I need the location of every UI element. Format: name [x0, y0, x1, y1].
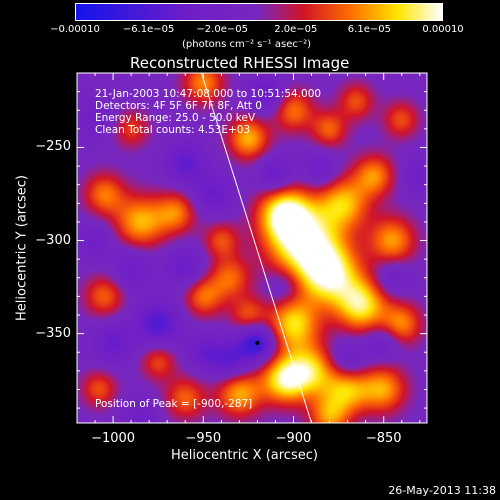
colorbar [75, 3, 443, 21]
detectors-info: Detectors: 4F 5F 6F 7F 8F, Att 0 [95, 100, 262, 112]
total-counts: Clean Total counts: 4.53E+03 [95, 124, 251, 136]
solar-limb-line [201, 72, 313, 424]
y-tick-label: −250 [35, 139, 71, 155]
chart-title: Reconstructed RHESSI Image [130, 54, 350, 72]
y-tick-label: −350 [35, 325, 71, 341]
colorbar-tick-label: 2.0e−05 [274, 24, 318, 35]
y-tick-label: −300 [35, 232, 71, 248]
colorbar-tick-label: 0.00010 [422, 24, 464, 35]
plot-frame [76, 72, 428, 424]
colorbar-tick-label: −6.1e−05 [122, 24, 175, 35]
peak-marker [255, 340, 260, 345]
colorbar-tick-label: −0.00010 [50, 24, 100, 35]
x-tick-label: −950 [185, 431, 222, 446]
obs-time: 21-Jan-2003 10:47:08.000 to 10:51:54.000 [95, 88, 322, 100]
tick-marks [76, 72, 427, 423]
x-tick-label: −850 [365, 431, 402, 446]
colorbar-unit: (photons cm⁻² s⁻¹ asec⁻²) [182, 39, 312, 50]
colorbar-tick-label: −2.0e−05 [196, 24, 248, 35]
peak-position: Position of Peak = [-900,-287] [95, 398, 253, 410]
plot-image [77, 73, 427, 423]
footer-timestamp: 26-May-2013 11:38 [388, 484, 496, 497]
energy-range: Energy Range: 25.0 - 50.0 keV [95, 112, 256, 124]
x-tick-label: −900 [275, 431, 312, 446]
colorbar-tick-label: 6.1e−05 [347, 24, 391, 35]
x-axis-label: Heliocentric X (arcsec) [171, 448, 318, 463]
x-tick-label: −1000 [91, 431, 136, 446]
y-axis-label: Heliocentric Y (arcsec) [14, 175, 30, 321]
